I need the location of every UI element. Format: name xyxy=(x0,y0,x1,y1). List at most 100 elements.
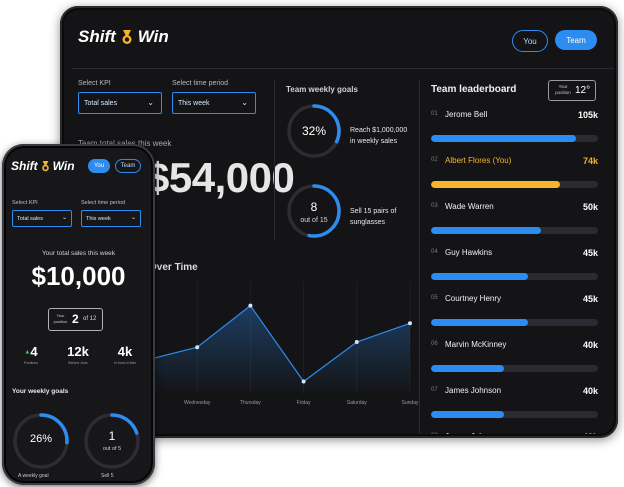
chart-point[interactable] xyxy=(354,340,359,344)
leaderboard-value: 74k xyxy=(582,156,598,166)
leaderboard-row[interactable]: 05 Courtney Henry 45k xyxy=(431,294,598,339)
goals-divider xyxy=(274,80,275,240)
medal-icon xyxy=(41,160,50,172)
period-select[interactable]: This week ⌄ xyxy=(172,92,256,114)
leaderboard-rank: 05 xyxy=(431,295,438,301)
phone-brand-logo: Shift Win xyxy=(11,159,75,173)
phone-brand-name-right: Win xyxy=(52,159,75,173)
phone-stat-infront: 4k In front of Alex xyxy=(106,344,144,365)
leaderboard-row[interactable]: 02 Albert Flores (You) 74k xyxy=(431,156,598,201)
brand-name-right: Win xyxy=(137,27,169,46)
leaderboard-progress-fill xyxy=(431,135,577,142)
leaderboard-rank: 02 xyxy=(431,157,438,163)
leaderboard-name: Courtney Henry xyxy=(445,294,502,303)
team-toggle-button[interactable]: Team xyxy=(555,30,597,50)
phone-position-label: Your position xyxy=(53,313,68,324)
chart-point[interactable] xyxy=(248,303,253,308)
phone-device: Shift Win You Team Select KPI Total sale… xyxy=(2,144,155,485)
goal-2-value: 8 xyxy=(310,200,318,214)
phone-position-value: 2 xyxy=(72,312,79,326)
goal-2-text: Sell 15 pairs of sunglasses xyxy=(350,206,396,228)
leaderboard-row[interactable]: 08 James Johnson 40k xyxy=(431,432,598,434)
stat-label: Behind Jane xyxy=(68,361,88,365)
chart-x-tick-label: Friday xyxy=(296,400,311,406)
leaderboard-progress-track xyxy=(431,135,598,142)
kpi-select[interactable]: Total sales ⌄ xyxy=(78,92,162,114)
phone-position-of: of 12 xyxy=(83,316,97,322)
phone-kpi-select[interactable]: Total sales ⌄ xyxy=(12,210,72,227)
period-label: Select time period xyxy=(172,80,229,87)
leaderboard-progress-fill xyxy=(431,365,505,372)
sales-line-chart xyxy=(144,282,412,394)
goal-1-line-2: in weekly sales xyxy=(350,138,398,145)
leaderboard-row[interactable]: 01 Jerome Bell 105k xyxy=(431,110,598,155)
leaderboard-rank: 04 xyxy=(431,249,438,255)
stat-label: In front of Alex xyxy=(113,361,137,365)
leaderboard-progress-fill xyxy=(431,227,542,234)
phone-kpi-label: Select KPI xyxy=(12,200,38,206)
phone-period-select-value: This week xyxy=(86,215,111,222)
leaderboard-progress-track xyxy=(431,227,598,234)
phone-stat-positions: ▲4 Positions xyxy=(12,344,50,365)
chart-series-area xyxy=(144,305,410,394)
leaderboard-row[interactable]: 03 Wade Warren 50k xyxy=(431,202,598,247)
chevron-down-icon: ⌄ xyxy=(130,215,136,221)
phone-brand-name-left: Shift xyxy=(11,159,38,173)
chart-point[interactable] xyxy=(195,345,200,350)
kpi-label: Select KPI xyxy=(78,80,111,87)
leaderboard-name: James Johnson xyxy=(445,386,502,395)
leaderboard-title: Team leaderboard xyxy=(431,84,517,95)
tablet-screen: Shift Win You Team Select KPI Total sale… xyxy=(64,10,614,434)
leaderboard-value: 50k xyxy=(582,202,598,212)
phone-stat-behind: 12k Behind Jane xyxy=(59,344,97,365)
leaderboard-progress-track xyxy=(431,365,598,372)
chevron-down-icon: ⌄ xyxy=(241,98,248,107)
leaderboard-progress-track xyxy=(431,411,598,418)
leaderboard-progress-track xyxy=(431,319,598,326)
phone-goal-1-caption: A weekly goal xyxy=(18,473,49,479)
leaderboard-row[interactable]: 06 Marvin McKinney 40k xyxy=(431,340,598,385)
leaderboard-name: Wade Warren xyxy=(445,202,494,211)
phone-goals-title: Your weekly goals xyxy=(12,388,69,395)
phone-period-select[interactable]: This week ⌄ xyxy=(81,210,141,227)
brand-name-left: Shift xyxy=(78,27,116,46)
chevron-down-icon: ⌄ xyxy=(61,215,67,221)
leaderboard-value: 45k xyxy=(582,248,598,258)
leaderboard-rank: 06 xyxy=(431,341,438,347)
stat-value: 12k xyxy=(67,344,89,359)
phone-screen: Shift Win You Team Select KPI Total sale… xyxy=(6,148,151,481)
header-divider xyxy=(72,68,614,69)
phone-goal-2-caption: Sell 5 xyxy=(101,473,114,479)
kpi-select-value: Total sales xyxy=(84,99,118,107)
phone-goal-ring-2 xyxy=(84,413,140,469)
stat-label: Positions xyxy=(23,361,39,365)
leaderboard-progress-fill xyxy=(431,273,528,280)
phone-team-toggle-button[interactable]: Team xyxy=(115,159,141,173)
leaderboard-row[interactable]: 04 Guy Hawkins 45k xyxy=(431,248,598,293)
up-arrow-icon: ▲ xyxy=(24,349,31,356)
goal-2-subvalue: out of 15 xyxy=(300,217,328,224)
leaderboard-progress-track xyxy=(431,273,598,280)
leaderboard-progress-fill xyxy=(431,181,560,188)
goal-1-value: 32% xyxy=(301,124,327,138)
goal-2-line-2: sunglasses xyxy=(350,219,386,226)
goal-1-line-1: Reach $1,000,000 xyxy=(350,127,408,134)
phone-goal-2-subvalue: out of 5 xyxy=(102,446,122,452)
phone-you-toggle-button[interactable]: You xyxy=(88,159,110,173)
goal-ring-2 xyxy=(287,184,341,238)
chart-point[interactable] xyxy=(301,379,306,384)
leaderboard-row[interactable]: 07 James Johnson 40k xyxy=(431,386,598,431)
chart-point[interactable] xyxy=(408,321,412,326)
leaderboard-value: 105k xyxy=(577,110,598,120)
leaderboard-progress-fill xyxy=(431,319,528,326)
leaderboard-progress-fill xyxy=(431,411,505,418)
leaderboard-progress-track xyxy=(431,181,598,188)
brand-logo: Shift Win xyxy=(78,27,169,47)
your-position-value: 12° xyxy=(575,85,591,96)
leaderboard-value: 40k xyxy=(582,386,598,396)
leaderboard-value: 45k xyxy=(582,294,598,304)
phone-goal-2-value: 1 xyxy=(108,429,116,443)
phone-total-title: Your total sales this week xyxy=(41,250,116,257)
chart-x-tick-label: Wednesday xyxy=(184,400,211,406)
you-toggle-button[interactable]: You xyxy=(512,30,548,52)
